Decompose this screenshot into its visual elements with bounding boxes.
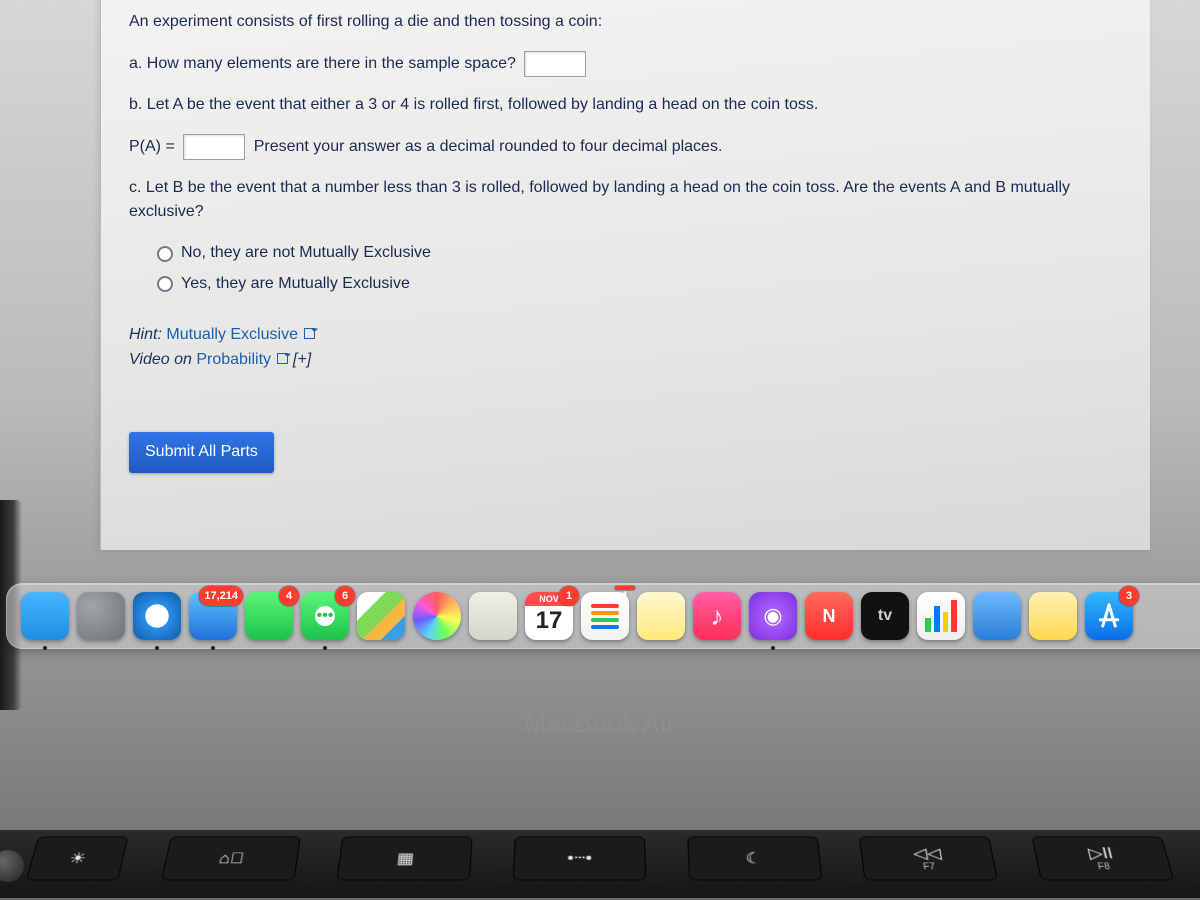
notes-icon[interactable] — [637, 592, 685, 640]
music-icon[interactable]: ♪ — [693, 592, 741, 640]
photos-icon[interactable] — [413, 592, 461, 640]
external-link-icon — [304, 328, 315, 339]
dnd-icon: ☾ — [745, 851, 763, 866]
reminders-icon[interactable]: 1 — [581, 592, 629, 640]
hint-link[interactable]: Mutually Exclusive — [166, 326, 315, 343]
quiz-panel: An experiment consists of first rolling … — [100, 0, 1150, 550]
question-a: a. How many elements are there in the sa… — [129, 51, 1122, 77]
hint-label: Hint: — [129, 326, 162, 343]
reminders-stripe — [591, 618, 619, 622]
question-b-line1: b. Let A be the event that either a 3 or… — [129, 93, 1122, 118]
appletv-icon[interactable]: tv — [861, 592, 909, 640]
question-b-line2: P(A) = Present your answer as a decimal … — [129, 134, 1122, 160]
news-glyph: N — [823, 606, 836, 627]
keyboard-fn-row: ☀ ⌂⃞ ▦ •ⵈ• ☾ ◁◁ F7 ▷II F8 — [0, 830, 1200, 898]
external-link-icon — [277, 353, 288, 364]
finder-icon[interactable] — [21, 592, 69, 640]
reminders-badge: 1 — [615, 586, 635, 590]
pa-suffix: Present your answer as a decimal rounded… — [254, 138, 723, 155]
launchpad-icon[interactable] — [77, 592, 125, 640]
f-key-dnd[interactable]: ☾ — [687, 837, 822, 881]
f-key-rewind[interactable]: ◁◁ F7 — [859, 837, 998, 881]
calendar-badge: 1 — [559, 586, 579, 606]
question-c-text: c. Let B be the event that a number less… — [129, 176, 1122, 226]
quiz-intro: An experiment consists of first rolling … — [129, 10, 1122, 35]
question-c-options: No, they are not Mutually Exclusive Yes,… — [129, 241, 1122, 297]
mail-icon[interactable]: 17,214 — [189, 592, 237, 640]
numbers-bar — [925, 618, 931, 632]
option-no-row[interactable]: No, they are not Mutually Exclusive — [157, 241, 1122, 266]
option-yes-row[interactable]: Yes, they are Mutually Exclusive — [157, 272, 1122, 297]
messages-bubble-icon: ••• — [315, 606, 335, 626]
appstore-icon[interactable]: 3 — [1085, 592, 1133, 640]
calendar-day: 17 — [536, 609, 563, 633]
f-key-mission-control[interactable]: ⌂⃞ — [161, 837, 301, 881]
option-yes-label: Yes, they are Mutually Exclusive — [181, 272, 410, 297]
f-key-dictation[interactable]: •ⵈ• — [513, 837, 646, 881]
facetime-badge: 4 — [279, 586, 299, 606]
numbers-bar — [951, 600, 957, 632]
reminders-stripe — [591, 625, 619, 629]
calendar-icon[interactable]: NOV 17 1 — [525, 592, 573, 640]
radio-yes[interactable] — [157, 276, 173, 292]
numbers-bar — [934, 606, 940, 632]
podcasts-icon[interactable]: ◉ — [749, 592, 797, 640]
laptop-model-label: MacBook Air — [0, 710, 1200, 736]
brightness-down-icon: ☀ — [68, 851, 88, 866]
dictation-icon: •ⵈ• — [567, 851, 592, 866]
news-icon[interactable]: N — [805, 592, 853, 640]
f-key-play-pause[interactable]: ▷II F8 — [1031, 837, 1174, 881]
contacts-icon[interactable] — [469, 592, 517, 640]
dock: 17,214 4 6 ••• NOV 17 1 1 ♪ ◉ N tv — [6, 583, 1200, 649]
facetime-icon[interactable]: 4 — [245, 592, 293, 640]
safari-icon[interactable] — [133, 592, 181, 640]
pa-prefix: P(A) = — [129, 138, 175, 155]
launchpad-key-icon: ▦ — [396, 851, 415, 866]
maps-icon[interactable] — [357, 592, 405, 640]
option-no-label: No, they are not Mutually Exclusive — [181, 241, 431, 266]
reminders-stripe — [591, 604, 619, 608]
reminders-stripe — [591, 611, 619, 615]
submit-label: Submit All Parts — [145, 443, 258, 460]
answer-a-input[interactable] — [524, 51, 586, 77]
video-suffix: [+] — [288, 351, 311, 368]
video-link[interactable]: Probability — [196, 351, 288, 368]
messages-badge: 6 — [335, 586, 355, 606]
mail-badge: 17,214 — [199, 586, 243, 606]
rewind-icon: ◁◁ — [912, 845, 942, 860]
pages-icon[interactable] — [1029, 592, 1077, 640]
hint-link-text: Mutually Exclusive — [166, 326, 298, 343]
mission-control-icon: ⌂⃞ — [218, 851, 245, 866]
f-key-launchpad[interactable]: ▦ — [337, 837, 473, 881]
f-key-brightness-down[interactable]: ☀ — [26, 837, 129, 881]
video-label-pre: Video on — [129, 351, 196, 368]
messages-icon[interactable]: 6 ••• — [301, 592, 349, 640]
video-link-text: Probability — [196, 351, 271, 368]
radio-no[interactable] — [157, 246, 173, 262]
tv-label: tv — [878, 608, 892, 624]
f7-label: F7 — [923, 862, 936, 871]
numbers-icon[interactable] — [917, 592, 965, 640]
appstore-glyph-icon — [1094, 601, 1124, 631]
appstore-badge: 3 — [1119, 586, 1139, 606]
dock-wrap: 17,214 4 6 ••• NOV 17 1 1 ♪ ◉ N tv — [0, 575, 1200, 649]
hint-block: Hint: Mutually Exclusive Video on Probab… — [129, 323, 1122, 373]
answer-pa-input[interactable] — [183, 134, 245, 160]
play-pause-icon: ▷II — [1087, 845, 1115, 860]
f8-label: F8 — [1097, 862, 1111, 871]
numbers-bar — [943, 612, 949, 632]
submit-all-parts-button[interactable]: Submit All Parts — [129, 432, 274, 473]
keynote-icon[interactable] — [973, 592, 1021, 640]
question-a-text: a. How many elements are there in the sa… — [129, 55, 516, 72]
